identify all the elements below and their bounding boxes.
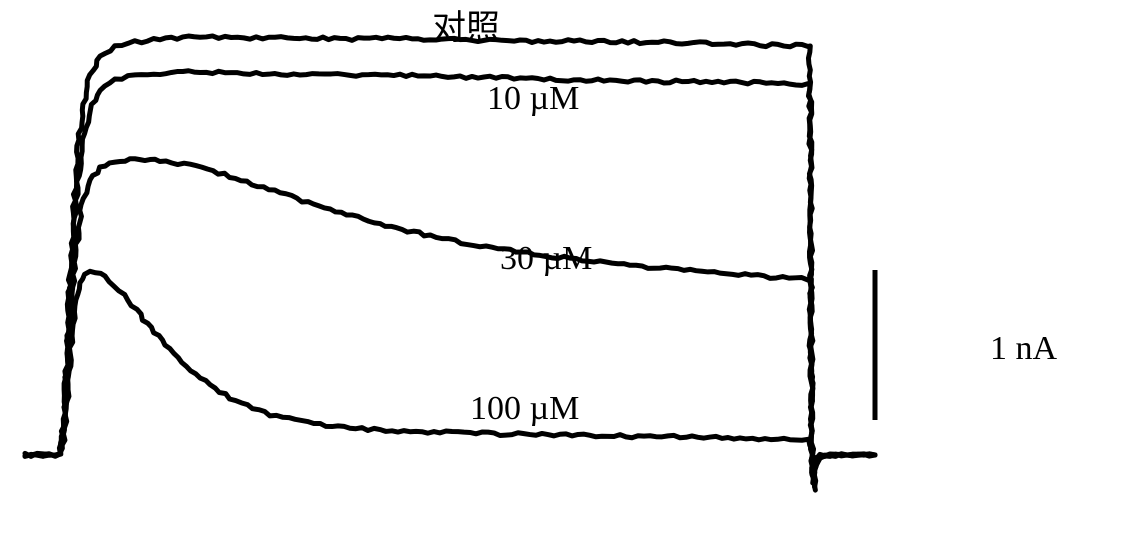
scale-bar-label: 1 nA — [990, 330, 1057, 368]
trace-control — [25, 36, 875, 490]
plot-title: 对照 — [432, 0, 500, 49]
trace-c10 — [25, 71, 875, 487]
trace-c30 — [25, 159, 875, 483]
trace-label-100: 100 µM — [470, 390, 579, 428]
trace-label-30: 30 µM — [500, 240, 592, 278]
trace-c100 — [25, 271, 875, 478]
trace-label-10: 10 µM — [487, 80, 579, 118]
